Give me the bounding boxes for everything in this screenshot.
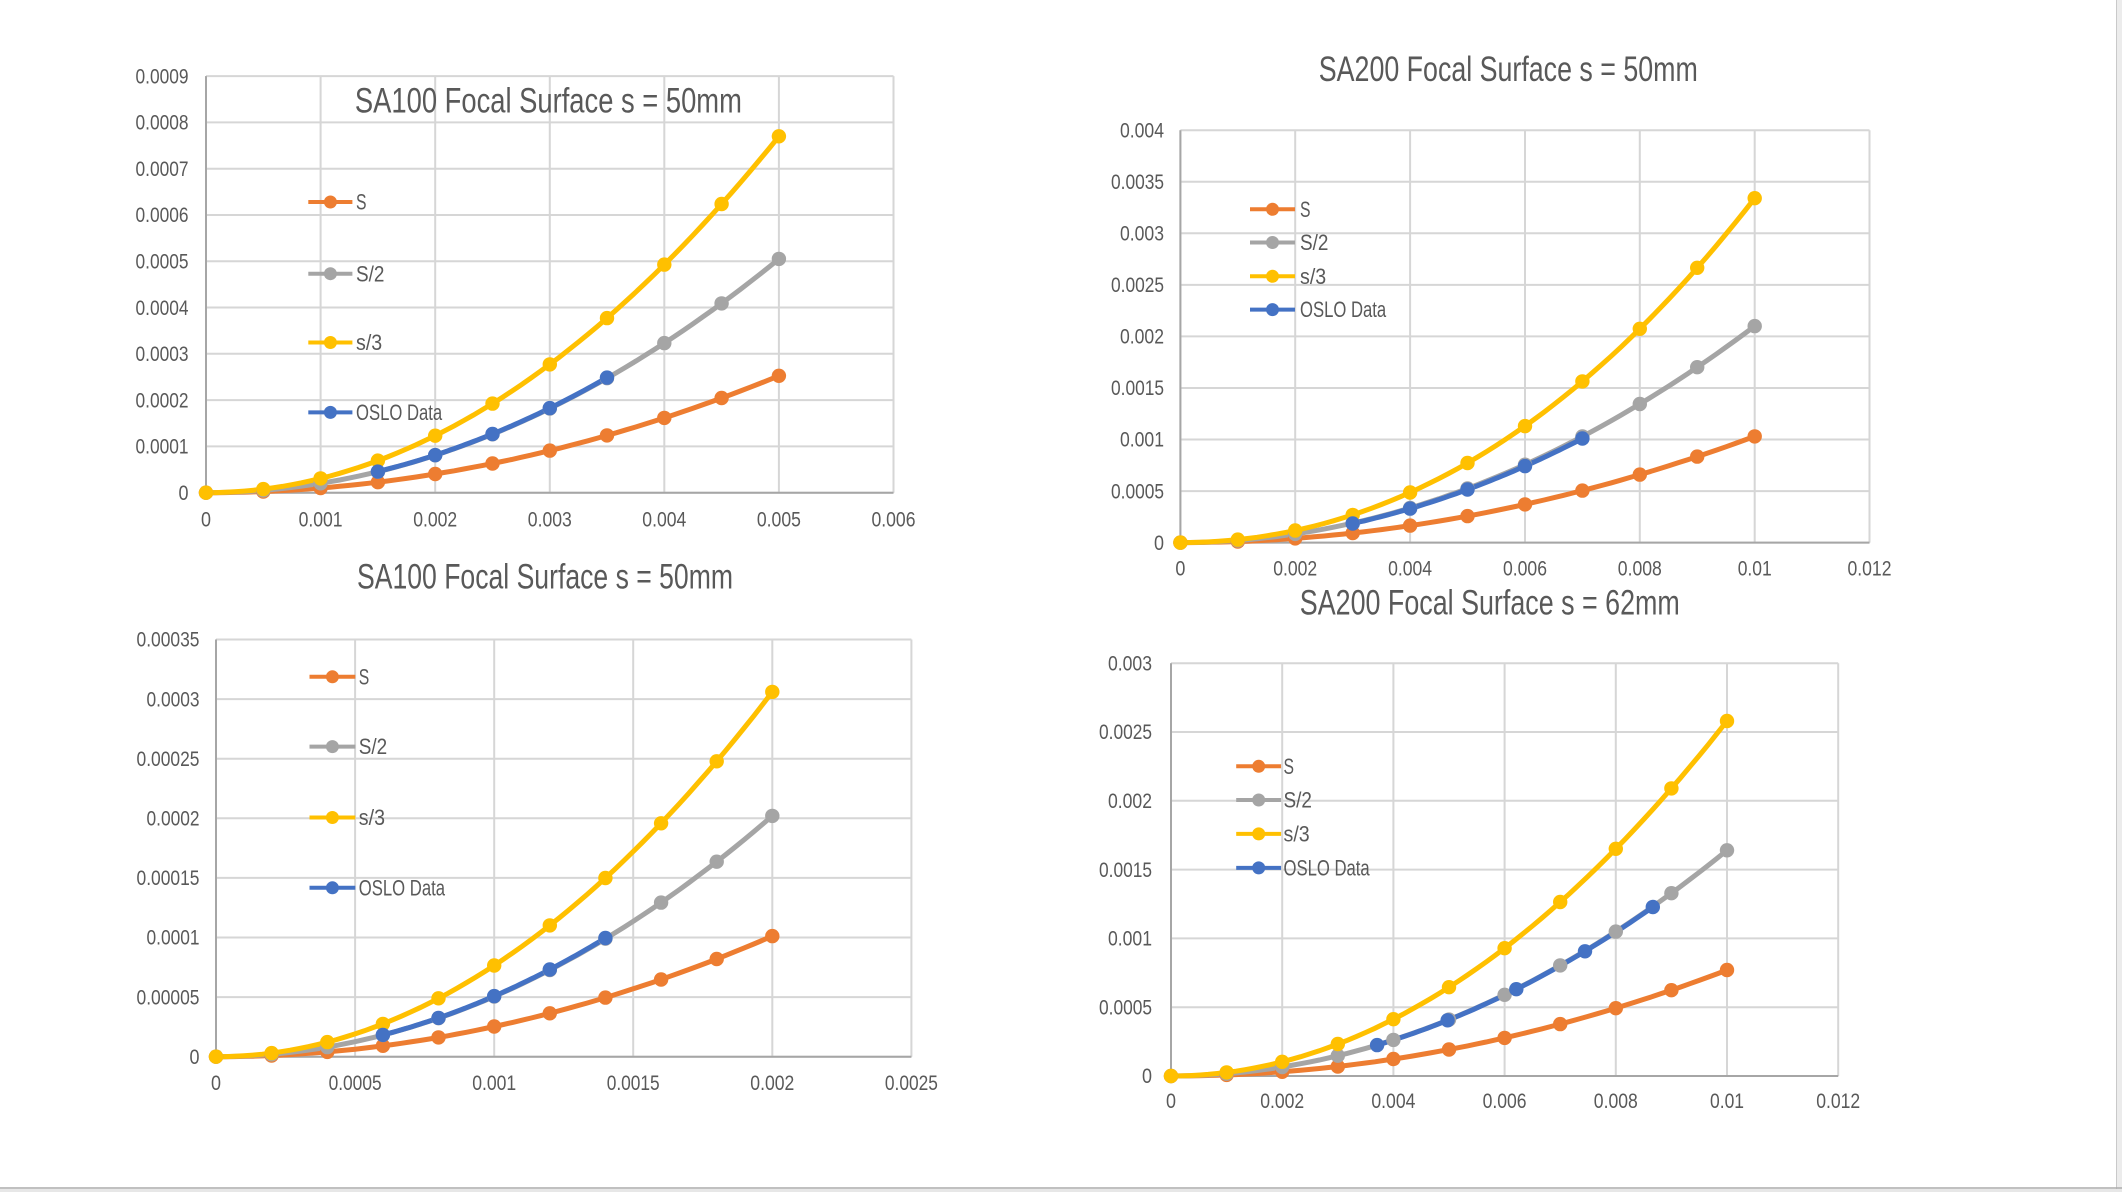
svg-text:S/2: S/2 [356, 261, 384, 286]
svg-text:0.001: 0.001 [472, 1072, 516, 1095]
svg-text:0.006: 0.006 [872, 509, 916, 532]
svg-text:S: S [356, 190, 367, 215]
svg-text:0.003: 0.003 [528, 509, 572, 532]
svg-text:0.01: 0.01 [1710, 1090, 1744, 1113]
svg-text:0.0009: 0.0009 [136, 65, 189, 88]
svg-text:0.0008: 0.0008 [136, 112, 189, 135]
svg-text:0.00035: 0.00035 [137, 629, 200, 652]
svg-text:s/3: s/3 [1300, 264, 1326, 289]
svg-text:SA200 Focal Surface s = 50mm: SA200 Focal Surface s = 50mm [1319, 50, 1698, 89]
svg-text:0.004: 0.004 [1371, 1090, 1415, 1113]
svg-text:0.0005: 0.0005 [329, 1072, 382, 1095]
svg-text:0.002: 0.002 [1260, 1090, 1304, 1113]
svg-text:0: 0 [1166, 1090, 1176, 1113]
svg-text:0.0005: 0.0005 [1111, 480, 1164, 503]
svg-text:0.0003: 0.0003 [136, 343, 189, 366]
svg-text:0.0025: 0.0025 [1111, 274, 1164, 297]
svg-text:0.0005: 0.0005 [1099, 996, 1152, 1019]
svg-text:0.0015: 0.0015 [607, 1072, 660, 1095]
svg-text:0.01: 0.01 [1738, 558, 1772, 581]
svg-text:0.0025: 0.0025 [885, 1072, 938, 1095]
svg-text:S/2: S/2 [1284, 788, 1312, 813]
svg-text:s/3: s/3 [1284, 822, 1310, 847]
svg-text:SA100 Focal Surface s = 50mm: SA100 Focal Surface s = 50mm [357, 558, 733, 597]
svg-text:0.006: 0.006 [1483, 1090, 1527, 1113]
svg-text:0.0025: 0.0025 [1099, 721, 1152, 744]
svg-text:0: 0 [179, 482, 189, 505]
svg-text:0.003: 0.003 [1108, 652, 1152, 675]
svg-text:0.0007: 0.0007 [136, 158, 189, 181]
svg-text:0.004: 0.004 [1120, 119, 1164, 142]
svg-text:0.0004: 0.0004 [136, 297, 189, 320]
svg-text:0.002: 0.002 [1120, 326, 1164, 349]
svg-text:0.008: 0.008 [1618, 558, 1662, 581]
svg-text:0.001: 0.001 [299, 509, 343, 532]
svg-text:0.0015: 0.0015 [1111, 377, 1164, 400]
svg-text:0.001: 0.001 [1108, 928, 1152, 951]
svg-text:0.002: 0.002 [1273, 558, 1317, 581]
svg-text:0.0002: 0.0002 [147, 808, 200, 831]
svg-text:0.004: 0.004 [642, 509, 686, 532]
svg-text:0.002: 0.002 [413, 509, 457, 532]
svg-text:0.0002: 0.0002 [136, 389, 189, 412]
svg-text:0.0003: 0.0003 [147, 688, 200, 711]
svg-text:0: 0 [190, 1046, 200, 1069]
svg-text:0.0005: 0.0005 [136, 251, 189, 274]
svg-text:0.006: 0.006 [1503, 558, 1547, 581]
svg-text:0: 0 [1142, 1065, 1152, 1088]
svg-text:OSLO Data: OSLO Data [356, 400, 443, 425]
svg-text:0.0035: 0.0035 [1111, 171, 1164, 194]
svg-text:0.008: 0.008 [1594, 1090, 1638, 1113]
svg-text:0.00005: 0.00005 [137, 986, 200, 1009]
svg-text:0.0006: 0.0006 [136, 204, 189, 227]
svg-text:s/3: s/3 [356, 330, 382, 355]
svg-text:S/2: S/2 [1300, 230, 1328, 255]
svg-text:SA200 Focal Surface s = 62mm: SA200 Focal Surface s = 62mm [1300, 584, 1680, 623]
svg-text:0.0001: 0.0001 [147, 927, 200, 950]
svg-text:SA100 Focal Surface s = 50mm: SA100 Focal Surface s = 50mm [355, 82, 742, 121]
svg-text:OSLO Data: OSLO Data [1284, 856, 1371, 881]
svg-text:0.00015: 0.00015 [137, 867, 200, 890]
svg-text:0.004: 0.004 [1388, 558, 1432, 581]
svg-text:s/3: s/3 [359, 805, 385, 830]
svg-text:0: 0 [1175, 558, 1185, 581]
svg-text:0.002: 0.002 [750, 1072, 794, 1095]
svg-text:0: 0 [1154, 532, 1164, 555]
svg-text:0.012: 0.012 [1848, 558, 1892, 581]
svg-text:0.0015: 0.0015 [1099, 859, 1152, 882]
svg-text:OSLO Data: OSLO Data [359, 875, 446, 900]
svg-text:0.00025: 0.00025 [137, 748, 200, 771]
svg-text:OSLO Data: OSLO Data [1300, 297, 1387, 322]
svg-text:0.012: 0.012 [1816, 1090, 1860, 1113]
svg-text:0.001: 0.001 [1120, 429, 1164, 452]
svg-text:0.0001: 0.0001 [136, 436, 189, 459]
svg-text:0.002: 0.002 [1108, 790, 1152, 813]
svg-text:S/2: S/2 [359, 734, 387, 759]
svg-text:S: S [1300, 197, 1311, 222]
svg-text:S: S [359, 664, 370, 689]
svg-text:0: 0 [211, 1072, 221, 1095]
svg-text:0.003: 0.003 [1120, 223, 1164, 246]
svg-text:0: 0 [201, 509, 211, 532]
svg-text:S: S [1284, 754, 1295, 779]
svg-text:0.005: 0.005 [757, 509, 801, 532]
